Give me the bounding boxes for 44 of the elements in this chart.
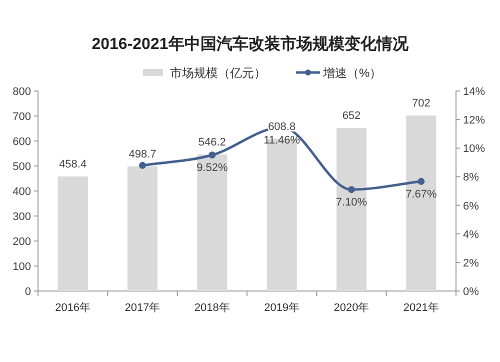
y-tick-label: 500 bbox=[12, 161, 31, 173]
bar bbox=[197, 154, 228, 291]
y2-tick-label: 4% bbox=[463, 228, 480, 241]
y-tick-label: 800 bbox=[12, 86, 31, 98]
x-tick-label: 2017年 bbox=[124, 302, 160, 314]
y2-tick-label: 14% bbox=[463, 86, 486, 98]
data-label: 702 bbox=[412, 98, 430, 110]
y2-tick-label: 0% bbox=[463, 286, 480, 298]
y-tick-label: 400 bbox=[12, 186, 31, 198]
data-label: 9.52% bbox=[196, 162, 228, 174]
chart-title: 2016-2021年中国汽车改装市场规模变化情况 bbox=[92, 35, 410, 53]
y-tick-label: 0 bbox=[24, 286, 31, 298]
x-tick-label: 2021年 bbox=[403, 302, 439, 314]
y2-tick-label: 8% bbox=[463, 172, 480, 184]
data-label: 458.4 bbox=[59, 158, 87, 170]
data-label: 652 bbox=[342, 110, 361, 122]
point bbox=[208, 152, 216, 158]
x-tick-label: 2020年 bbox=[334, 302, 370, 314]
y-tick-label: 100 bbox=[12, 261, 31, 273]
data-label: 11.46% bbox=[264, 134, 300, 146]
y-tick-label: 300 bbox=[12, 211, 31, 223]
y2-tick-label: 6% bbox=[463, 200, 480, 212]
data-label: 546.2 bbox=[198, 136, 226, 148]
bar bbox=[128, 166, 158, 291]
y2-tick-label: 12% bbox=[463, 114, 486, 127]
legend-label: 市场规模（亿元） bbox=[170, 66, 266, 80]
data-label: 7.10% bbox=[336, 196, 368, 209]
data-label: 7.67% bbox=[406, 188, 437, 200]
x-tick-label: 2016年 bbox=[55, 302, 91, 314]
y2-tick-label: 10% bbox=[463, 143, 486, 156]
point bbox=[348, 186, 355, 194]
x-tick-label: 2019年 bbox=[264, 302, 300, 314]
y-tick-label: 700 bbox=[12, 111, 31, 123]
legend-label: 增速（%） bbox=[322, 66, 382, 80]
bar bbox=[406, 116, 436, 291]
bar bbox=[336, 128, 366, 291]
x-tick-label: 2018年 bbox=[194, 302, 230, 314]
point bbox=[139, 162, 146, 169]
data-label: 498.7 bbox=[128, 148, 156, 160]
y-tick-label: 200 bbox=[12, 236, 31, 248]
bar bbox=[58, 176, 88, 291]
y2-tick-label: 2% bbox=[463, 257, 480, 270]
point bbox=[418, 178, 425, 185]
y-tick-label: 600 bbox=[12, 136, 31, 148]
